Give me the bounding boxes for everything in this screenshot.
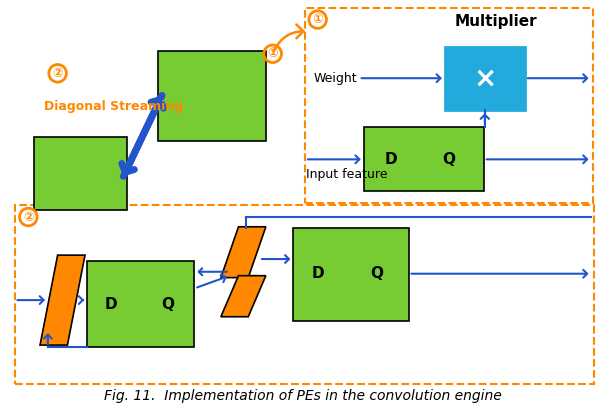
Bar (87, 261, 195, 347)
Text: Q: Q (162, 297, 175, 311)
Text: Weight: Weight (313, 72, 357, 85)
Text: Diagonal Streaming: Diagonal Streaming (44, 101, 183, 114)
Bar (158, 51, 266, 141)
FancyArrowPatch shape (274, 24, 304, 51)
Text: ②: ② (52, 67, 63, 80)
Bar (445, 47, 525, 110)
Text: Multiplier: Multiplier (454, 14, 537, 29)
Bar (305, 8, 593, 203)
Text: D: D (311, 266, 324, 281)
Bar (293, 228, 408, 321)
Polygon shape (221, 276, 266, 317)
Text: ×: × (473, 64, 496, 92)
Polygon shape (40, 255, 85, 345)
Text: ①: ① (312, 13, 323, 26)
Text: Fig. 11.  Implementation of PEs in the convolution engine: Fig. 11. Implementation of PEs in the co… (104, 389, 502, 403)
Text: Input feature: Input feature (306, 168, 387, 181)
Bar (15, 205, 594, 384)
Polygon shape (221, 227, 266, 278)
Text: D: D (385, 152, 398, 167)
Text: Q: Q (442, 152, 455, 167)
Text: D: D (105, 297, 118, 311)
Text: ①: ① (267, 47, 278, 60)
Bar (34, 137, 127, 210)
Text: ②: ② (23, 210, 33, 223)
Text: Q: Q (370, 266, 383, 281)
Bar (364, 127, 484, 191)
